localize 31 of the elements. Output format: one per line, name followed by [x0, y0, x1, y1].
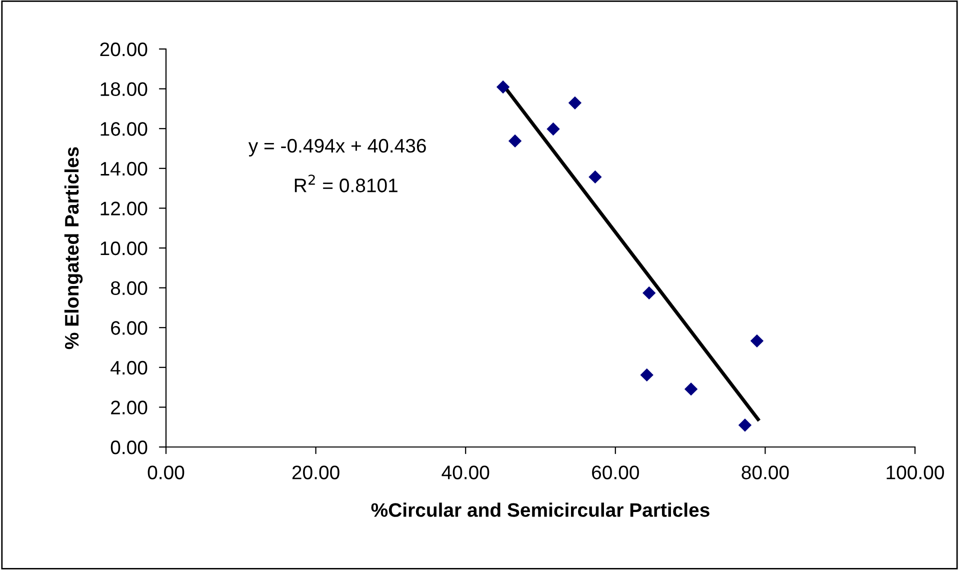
x-tick-label: 40.00 — [442, 466, 490, 480]
y-tick-label: 18.00 — [100, 82, 148, 96]
annotation: y = -0.494x + 40.436 — [248, 138, 426, 157]
x-tick-label: 80.00 — [742, 466, 789, 480]
annotation: R$^{2}$ = 0.8101 — [294, 174, 398, 192]
x-tick-label: 60.00 — [592, 466, 639, 480]
x-axis-title: %Circular and Semicircular Particles — [371, 502, 710, 517]
y-tick-label: 8.00 — [110, 281, 148, 296]
point — [568, 96, 582, 110]
y-axis-title: % Elongated Particles — [64, 147, 83, 350]
point — [496, 80, 510, 94]
point — [684, 382, 698, 396]
y-tick-label: 0.00 — [110, 440, 148, 454]
y-tick-label: 16.00 — [100, 122, 148, 136]
y-tick-label: 4.00 — [110, 360, 148, 375]
y-tick-label: 20.00 — [100, 42, 148, 56]
y-tick-label: 14.00 — [100, 162, 148, 176]
y-tick-label: 6.00 — [111, 321, 148, 335]
point — [640, 368, 654, 382]
point — [738, 418, 752, 432]
x-tick-label: 0.00 — [148, 466, 184, 480]
y-tick-label: 2.00 — [111, 400, 148, 414]
point — [750, 334, 764, 348]
point — [546, 122, 560, 136]
point — [642, 286, 656, 300]
point — [588, 170, 602, 184]
x-tick-label: 20.00 — [292, 466, 340, 480]
point — [508, 134, 522, 148]
y-tick-label: 12.00 — [100, 202, 148, 216]
y-tick-label: 10.00 — [100, 241, 148, 256]
x-tick-label: 100.00 — [886, 466, 944, 480]
